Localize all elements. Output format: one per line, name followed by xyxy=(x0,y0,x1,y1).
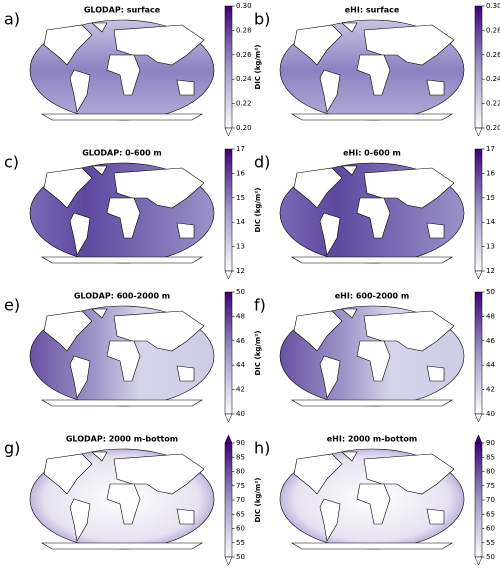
colorbar-extend xyxy=(224,127,233,137)
colorbar xyxy=(474,291,483,415)
colorbar xyxy=(224,291,233,415)
panel-title: eHI: surface xyxy=(345,6,400,15)
colorbar-tick-label: 0.24 xyxy=(486,75,500,83)
colorbar-tick-label: 65 xyxy=(236,510,245,518)
colorbar-tick-label: 80 xyxy=(486,468,495,476)
colorbar xyxy=(224,442,233,558)
colorbar-tick-label: 50 xyxy=(486,288,495,296)
colorbar-extend xyxy=(474,413,483,423)
colorbar-tick-label: 90 xyxy=(236,439,245,447)
colorbar-tick-label: 48 xyxy=(236,312,245,320)
colorbar-tick-label: 0.30 xyxy=(486,2,500,10)
colorbar-tick-label: 40 xyxy=(236,410,245,418)
colorbar-label: DIC (kg/m²) xyxy=(254,478,262,523)
panel-label: a) xyxy=(4,10,20,29)
colorbar-tick-label: 15 xyxy=(486,194,495,202)
colorbar-tick-label: 14 xyxy=(486,218,495,226)
panel-label: g) xyxy=(4,439,20,458)
panel-label: d) xyxy=(254,153,270,172)
colorbar-tick-label: 16 xyxy=(236,169,245,177)
colorbar-tick-label: 55 xyxy=(486,539,495,547)
colorbar-tick-label: 65 xyxy=(486,510,495,518)
panel-title: eHI: 600-2000 m xyxy=(335,292,410,301)
colorbar-tick-label: 0.24 xyxy=(236,75,252,83)
colorbar-tick-label: 42 xyxy=(486,386,495,394)
colorbar-tick-label: 17 xyxy=(486,145,495,153)
colorbar-tick-label: 40 xyxy=(486,410,495,418)
colorbar-tick-label: 12 xyxy=(486,267,495,275)
colorbar-tick-label: 50 xyxy=(236,553,245,561)
colorbar-tick-label: 50 xyxy=(486,553,495,561)
colorbar-tick-label: 15 xyxy=(236,194,245,202)
colorbar-tick-label: 13 xyxy=(486,243,495,251)
colorbar xyxy=(224,148,233,272)
colorbar-label: DIC (kg/m²) xyxy=(254,45,262,90)
colorbar-tick-label: 16 xyxy=(486,169,495,177)
colorbar-extend xyxy=(474,270,483,280)
colorbar-extend xyxy=(474,556,483,566)
colorbar-tick-label: 42 xyxy=(236,386,245,394)
colorbar-tick-label: 44 xyxy=(486,361,495,369)
panel-label: f) xyxy=(254,296,266,315)
colorbar-extend xyxy=(224,434,233,444)
panel-label: h) xyxy=(254,439,270,458)
panel-title: GLODAP: 2000 m-bottom xyxy=(66,435,178,444)
panel-title: eHI: 0-600 m xyxy=(343,149,401,158)
panel-title: eHI: 2000 m-bottom xyxy=(327,435,418,444)
colorbar-tick-label: 0.26 xyxy=(486,51,500,59)
colorbar-extend xyxy=(474,434,483,444)
panel-title: GLODAP: 0-600 m xyxy=(82,149,162,158)
colorbar-tick-label: 14 xyxy=(236,218,245,226)
colorbar-label: DIC (kg/m²) xyxy=(254,331,262,376)
panel-label: e) xyxy=(4,296,20,315)
colorbar xyxy=(474,148,483,272)
colorbar-extend xyxy=(224,556,233,566)
colorbar xyxy=(474,5,483,129)
colorbar-tick-label: 48 xyxy=(486,312,495,320)
colorbar-tick-label: 85 xyxy=(236,453,245,461)
panel-label: c) xyxy=(4,153,19,172)
colorbar-tick-label: 13 xyxy=(236,243,245,251)
colorbar-extend xyxy=(224,270,233,280)
colorbar-tick-label: 50 xyxy=(236,288,245,296)
colorbar-tick-label: 0.30 xyxy=(236,2,252,10)
colorbar-tick-label: 70 xyxy=(486,496,495,504)
panel-title: GLODAP: 600-2000 m xyxy=(74,292,170,301)
colorbar-tick-label: 0.28 xyxy=(486,26,500,34)
colorbar-tick-label: 46 xyxy=(236,337,245,345)
colorbar-tick-label: 0.28 xyxy=(236,26,252,34)
colorbar xyxy=(224,5,233,129)
panel-title: GLODAP: surface xyxy=(84,6,161,15)
colorbar-tick-label: 70 xyxy=(236,496,245,504)
colorbar-tick-label: 0.20 xyxy=(236,124,252,132)
colorbar-label: DIC (kg/m²) xyxy=(254,188,262,233)
colorbar-tick-label: 60 xyxy=(236,525,245,533)
colorbar-tick-label: 0.22 xyxy=(486,100,500,108)
colorbar-tick-label: 44 xyxy=(236,361,245,369)
colorbar-extend xyxy=(224,413,233,423)
colorbar-tick-label: 60 xyxy=(486,525,495,533)
colorbar-tick-label: 0.26 xyxy=(236,51,252,59)
colorbar-tick-label: 46 xyxy=(486,337,495,345)
colorbar-tick-label: 80 xyxy=(236,468,245,476)
colorbar-tick-label: 90 xyxy=(486,439,495,447)
colorbar-extend xyxy=(474,127,483,137)
colorbar-tick-label: 0.20 xyxy=(486,124,500,132)
colorbar xyxy=(474,442,483,558)
colorbar-tick-label: 75 xyxy=(486,482,495,490)
colorbar-tick-label: 75 xyxy=(236,482,245,490)
panel-label: b) xyxy=(254,10,270,29)
colorbar-tick-label: 85 xyxy=(486,453,495,461)
colorbar-tick-label: 12 xyxy=(236,267,245,275)
colorbar-tick-label: 17 xyxy=(236,145,245,153)
colorbar-tick-label: 0.22 xyxy=(236,100,252,108)
colorbar-tick-label: 55 xyxy=(236,539,245,547)
